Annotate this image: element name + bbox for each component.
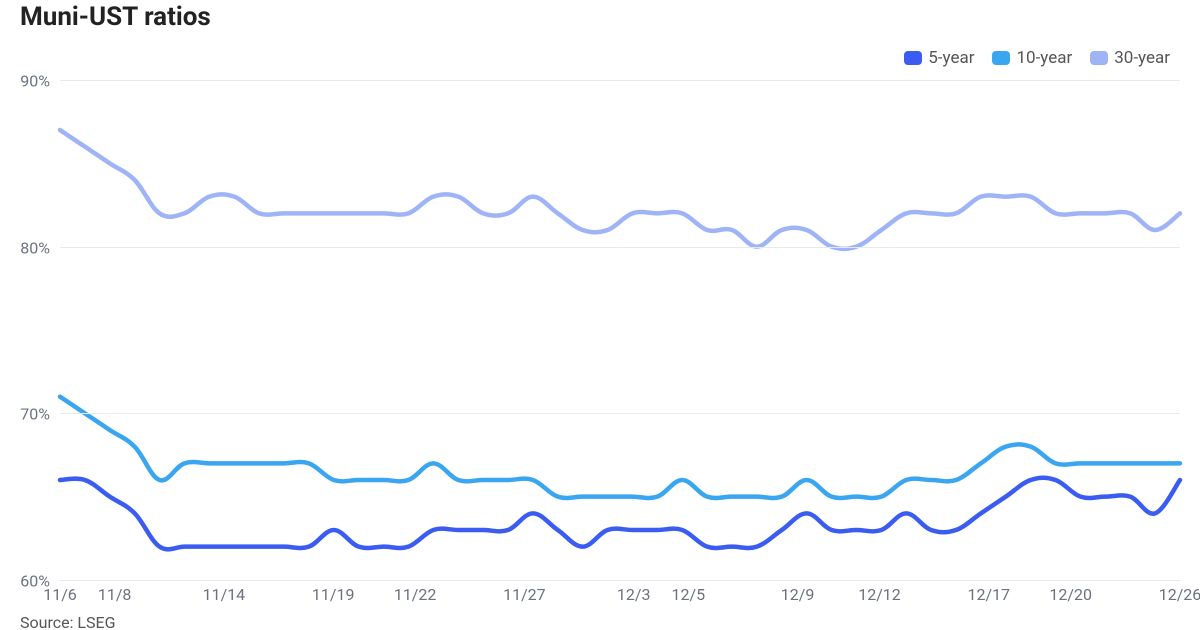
x-axis-label: 12/26 <box>1159 585 1200 604</box>
x-axis-labels: 11/611/811/1411/1911/2211/2712/312/512/9… <box>60 585 1180 615</box>
line-chart-svg <box>60 80 1180 580</box>
x-axis-label: 11/22 <box>394 585 437 604</box>
gridline: 80% <box>60 247 1180 248</box>
x-axis-label: 12/12 <box>858 585 901 604</box>
x-axis-label: 11/8 <box>98 585 132 604</box>
chart-title: Muni-UST ratios <box>20 2 211 32</box>
y-axis-label: 70% <box>20 405 50 424</box>
x-axis-label: 12/9 <box>781 585 815 604</box>
x-axis-label: 12/17 <box>967 585 1010 604</box>
legend-swatch-5yr <box>904 51 922 65</box>
y-axis-label: 90% <box>20 72 50 91</box>
legend-item-30yr: 30-year <box>1090 48 1170 68</box>
gridline: 90% <box>60 80 1180 81</box>
x-axis-label: 11/27 <box>503 585 546 604</box>
x-axis-label: 12/3 <box>617 585 651 604</box>
x-axis-label: 12/5 <box>671 585 705 604</box>
y-axis-label: 80% <box>20 238 50 257</box>
x-axis-label: 11/14 <box>203 585 246 604</box>
series-line-10-year <box>60 397 1180 498</box>
legend: 5-year 10-year 30-year <box>904 48 1170 68</box>
gridline: 60% <box>60 580 1180 581</box>
source-label: Source: LSEG <box>20 613 116 630</box>
legend-label-5yr: 5-year <box>928 48 974 68</box>
plot-area: 60% 70% 80% 90% <box>60 80 1180 580</box>
legend-swatch-30yr <box>1090 51 1108 65</box>
legend-swatch-10yr <box>992 51 1010 65</box>
series-line-30-year <box>60 130 1180 249</box>
x-axis-label: 11/19 <box>312 585 355 604</box>
legend-item-5yr: 5-year <box>904 48 974 68</box>
x-axis-label: 11/6 <box>43 585 77 604</box>
series-line-5-year <box>60 478 1180 550</box>
x-axis-label: 12/20 <box>1049 585 1092 604</box>
gridline: 70% <box>60 413 1180 414</box>
legend-label-30yr: 30-year <box>1114 48 1170 68</box>
legend-item-10yr: 10-year <box>992 48 1072 68</box>
legend-label-10yr: 10-year <box>1016 48 1072 68</box>
chart-container: Muni-UST ratios 5-year 10-year 30-year 6… <box>0 0 1200 630</box>
